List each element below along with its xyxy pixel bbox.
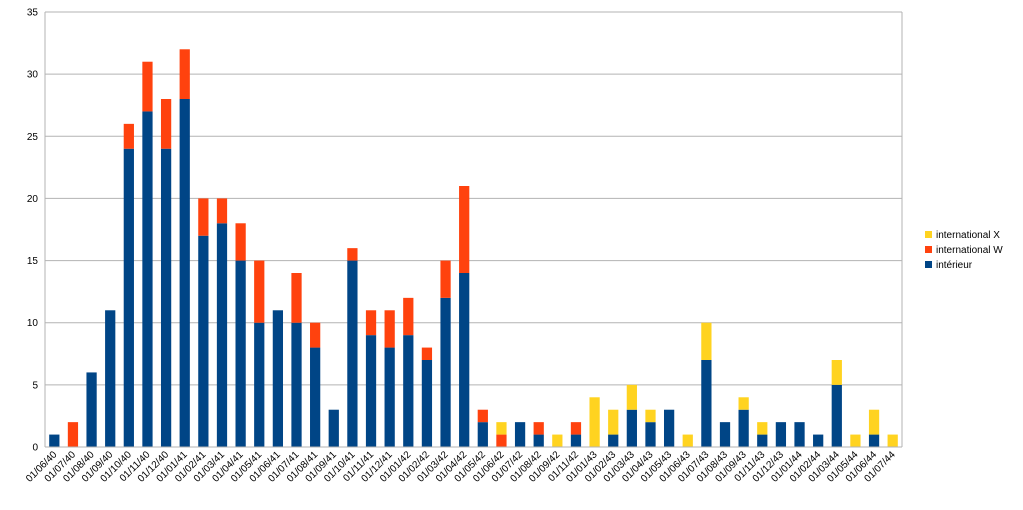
bar-segment-series-2: [682, 434, 693, 447]
bar-segment-series-2: [626, 384, 637, 410]
bar-segment-series-1: [198, 198, 209, 236]
bar-segment-series-0: [198, 235, 209, 447]
bar-segment-series-0: [570, 434, 582, 447]
bar-segment-series-1: [347, 248, 358, 261]
axes: [44, 12, 903, 448]
y-tick-label: 10: [27, 318, 39, 329]
bar-segment-series-1: [459, 186, 470, 273]
bar-segment-series-0: [347, 260, 358, 447]
bar-segment-series-0: [459, 273, 470, 447]
bar-segment-series-0: [757, 434, 768, 447]
bar-segment-series-0: [403, 335, 414, 447]
bar-segment-series-1: [421, 347, 433, 360]
y-tick-label: 15: [27, 256, 39, 267]
bar-segment-series-0: [645, 422, 656, 447]
bar-segment-series-0: [384, 347, 395, 447]
bar-segment-series-2: [552, 434, 563, 447]
bar-segment-series-1: [440, 260, 451, 298]
bar-segment-series-1: [235, 223, 246, 261]
bar-segment-series-0: [105, 310, 116, 447]
bar-segment-series-0: [142, 111, 153, 447]
bar-segment-series-0: [291, 322, 302, 447]
bar-segment-series-0: [868, 434, 880, 447]
bar-segment-series-2: [645, 409, 656, 423]
bar-segment-series-2: [887, 434, 898, 447]
bar-segment-series-0: [626, 409, 637, 447]
bars: [49, 49, 898, 447]
y-tick-label: 30: [27, 70, 39, 81]
bar-segment-series-0: [216, 223, 228, 447]
bar-segment-series-0: [160, 148, 172, 447]
bar-segment-series-1: [477, 409, 488, 423]
y-tick-label: 20: [27, 194, 39, 205]
bar-segment-series-0: [86, 372, 97, 447]
x-axis-tick-labels: 01/06/4001/07/4001/08/4001/09/4001/10/40…: [24, 449, 898, 485]
y-axis-tick-labels: 0 5 10 15 20 25 30 35: [27, 8, 39, 454]
bar-segment-series-1: [67, 422, 79, 447]
bar-segment-series-0: [440, 297, 451, 447]
bar-segment-series-2: [608, 409, 619, 435]
legend-label: intérieur: [936, 260, 973, 271]
bar-segment-series-0: [794, 422, 805, 447]
bar-segment-series-1: [533, 422, 544, 435]
bar-segment-series-0: [328, 409, 339, 447]
bar-segment-series-2: [701, 322, 712, 360]
y-tick-label: 35: [27, 8, 39, 19]
bar-segment-series-2: [868, 409, 880, 435]
bar-segment-series-1: [123, 123, 134, 149]
bar-segment-series-0: [235, 260, 246, 447]
bar-segment-series-2: [831, 360, 842, 385]
bar-segment-series-1: [179, 49, 190, 99]
legend-swatch: [925, 246, 932, 253]
bar-segment-series-2: [738, 397, 749, 410]
bar-segment-series-1: [496, 434, 507, 447]
bar-segment-series-0: [719, 422, 731, 447]
bar-segment-series-1: [310, 322, 321, 348]
bar-segment-series-0: [533, 434, 544, 447]
bar-segment-series-0: [831, 384, 842, 447]
bar-segment-series-0: [421, 360, 433, 447]
bar-segment-series-1: [365, 310, 377, 336]
bar-segment-series-0: [813, 434, 824, 447]
bar-segment-series-0: [179, 99, 190, 447]
y-tick-label: 0: [32, 443, 38, 454]
bar-segment-series-0: [738, 409, 749, 447]
bar-segment-series-1: [384, 310, 395, 348]
bar-segment-series-2: [496, 422, 507, 435]
bar-segment-series-1: [160, 99, 172, 149]
bar-segment-series-0: [272, 310, 284, 447]
bar-segment-series-0: [514, 422, 526, 447]
bar-segment-series-1: [142, 61, 153, 112]
legend-label: international X: [936, 230, 1000, 241]
bar-segment-series-1: [216, 198, 228, 224]
bar-segment-series-0: [608, 434, 619, 447]
bar-segment-series-0: [477, 422, 488, 447]
legend-swatch: [925, 231, 932, 238]
bar-segment-series-2: [589, 397, 600, 447]
bar-segment-series-0: [123, 148, 134, 447]
bar-segment-series-1: [254, 260, 265, 323]
legend: international X international W intérieur: [925, 230, 1003, 271]
bar-segment-series-1: [570, 422, 582, 435]
bar-segment-series-2: [757, 422, 768, 435]
bar-segment-series-0: [663, 409, 675, 447]
bar-segment-series-1: [291, 273, 302, 323]
bar-segment-series-0: [775, 422, 787, 447]
bar-segment-series-0: [701, 360, 712, 447]
y-tick-label: 5: [32, 380, 38, 391]
bar-segment-series-1: [403, 297, 414, 336]
grid-lines: [45, 11, 902, 448]
bar-segment-series-0: [254, 322, 265, 447]
bar-segment-series-2: [850, 434, 861, 447]
legend-swatch: [925, 261, 932, 268]
bar-segment-series-0: [365, 335, 377, 447]
legend-label: international W: [936, 245, 1003, 256]
bar-segment-series-0: [49, 434, 60, 447]
y-tick-label: 25: [27, 132, 39, 143]
bar-segment-series-0: [310, 347, 321, 447]
